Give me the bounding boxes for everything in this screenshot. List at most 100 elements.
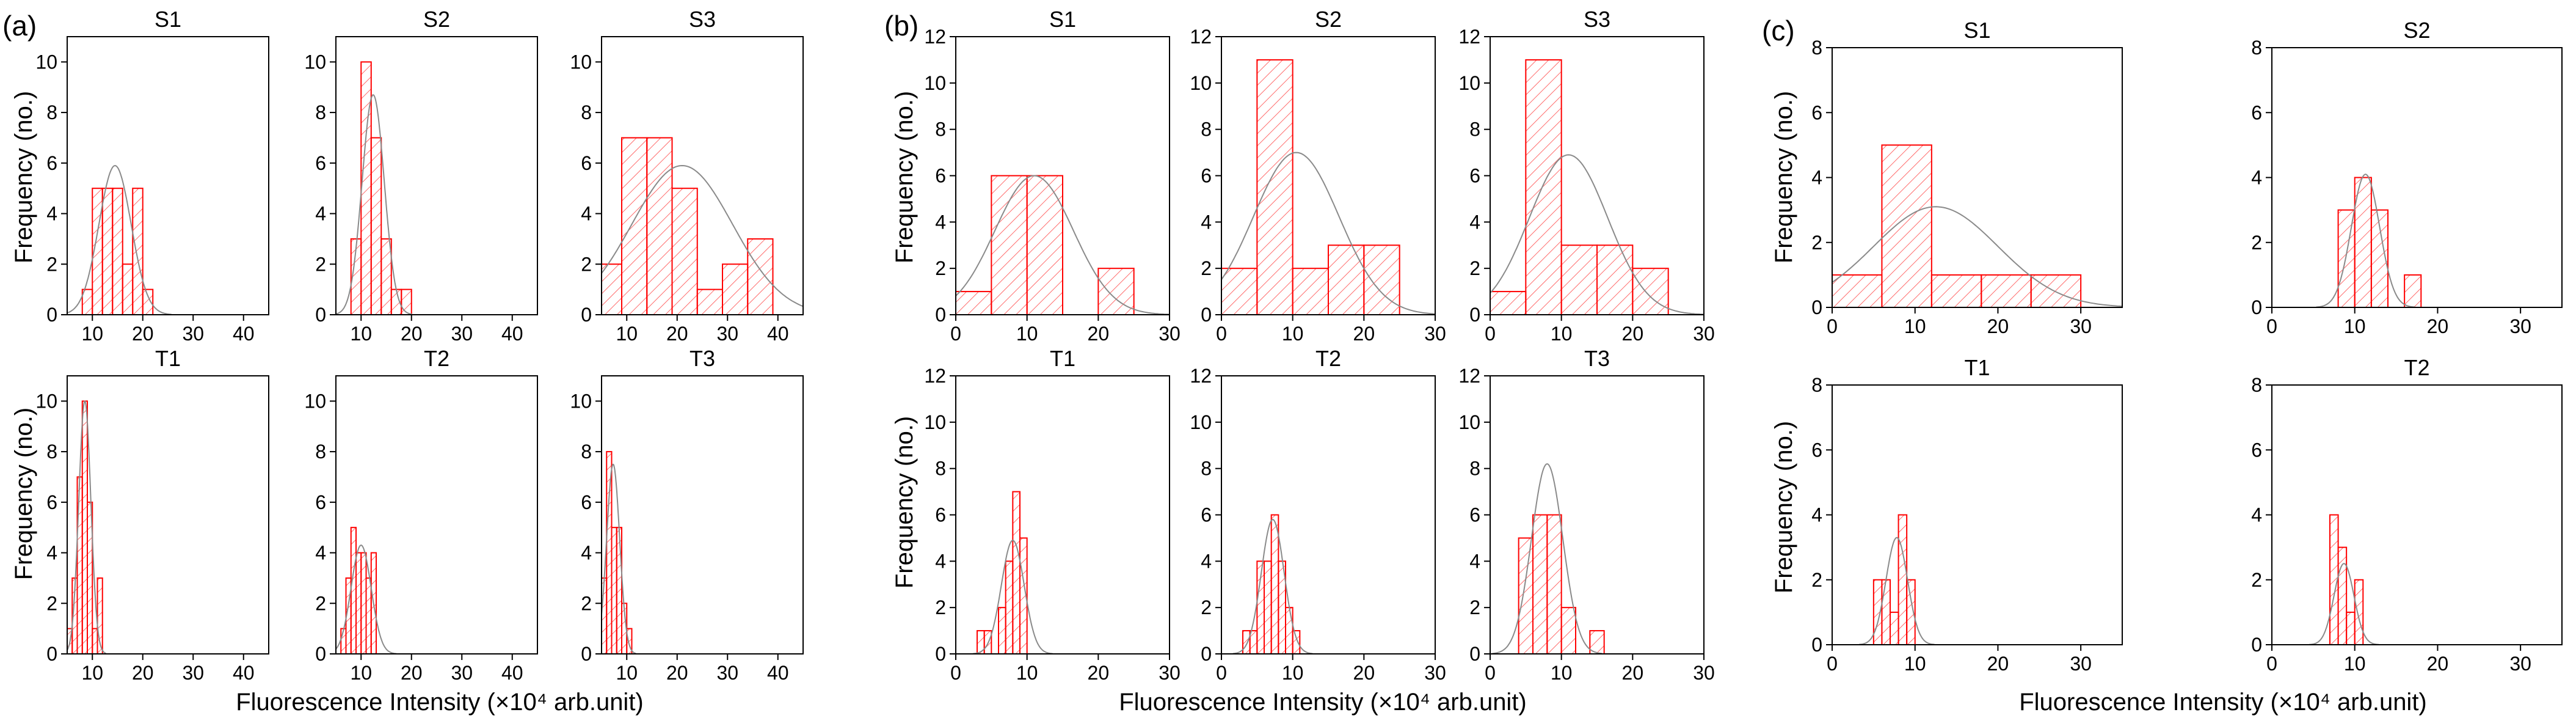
fit-curve-c-s2 [2316, 174, 2415, 308]
bar-b-s3-3 [1596, 244, 1634, 315]
ytick-label-b-s1-0: 0 [935, 304, 946, 326]
bar-a-s1-5 [132, 188, 144, 315]
xtick-label-b-s3-0: 0 [1485, 323, 1496, 345]
xtick-label-b-s3-30: 30 [1693, 323, 1715, 345]
xtick-label-b-s2-30: 30 [1424, 323, 1446, 345]
ytick-label-c-t2-6: 6 [2251, 439, 2262, 461]
xtick-label-b-s3-20: 20 [1622, 323, 1644, 345]
panel-letter-a: (a) [2, 10, 37, 42]
fit-curve-a-s3 [601, 164, 804, 307]
ytick-label-b-s3-10: 10 [1458, 72, 1480, 94]
xtick-label-c-t2-20: 20 [2427, 653, 2449, 675]
xtick-label-a-t1-10: 10 [81, 662, 103, 684]
fit-curve-a-t2 [335, 544, 397, 654]
panel-title-b-s1: S1 [1049, 7, 1076, 32]
bar-a-s3-5 [722, 263, 749, 316]
xtick-label-a-t3-10: 10 [616, 662, 638, 684]
ytick-label-c-s1-8: 8 [1811, 37, 1822, 59]
xtick-label-b-t2-30: 30 [1424, 662, 1446, 684]
ytick-label-c-t1-0: 0 [1811, 634, 1822, 656]
xtick-label-a-s3-10: 10 [616, 323, 638, 345]
bar-b-t2-0 [1242, 630, 1251, 655]
ytick-label-a-s2-4: 4 [315, 203, 326, 225]
ytick-label-c-s2-8: 8 [2251, 37, 2262, 59]
bar-b-t3-2 [1546, 514, 1562, 654]
ytick-label-b-s1-8: 8 [935, 119, 946, 141]
ytick-label-b-t3-6: 6 [1469, 504, 1480, 526]
ytick-label-a-s1-10: 10 [35, 51, 57, 73]
ytick-label-c-s1-6: 6 [1811, 101, 1822, 123]
xtick-label-c-s1-0: 0 [1827, 315, 1838, 337]
ytick-label-b-s3-0: 0 [1469, 304, 1480, 326]
xtick-label-a-s1-30: 30 [182, 323, 204, 345]
ytick-label-a-t2-2: 2 [315, 592, 326, 614]
bar-b-s2-0 [1221, 268, 1258, 315]
fit-curve-c-s1 [1832, 206, 2123, 307]
bar-b-t2-4 [1270, 514, 1279, 654]
ytick-label-c-t1-6: 6 [1811, 439, 1822, 461]
ylabel-b-top: Frequency (no.) [891, 91, 918, 263]
xlabel-b: Fluorescence Intensity (×10⁴ arb.unit) [1119, 689, 1527, 716]
ytick-label-b-s2-10: 10 [1190, 72, 1212, 94]
ytick-label-a-t3-4: 4 [581, 542, 592, 564]
xlabel-a: Fluorescence Intensity (×10⁴ arb.unit) [236, 689, 644, 716]
panel-title-a-t2: T2 [424, 346, 449, 371]
ytick-label-b-s2-12: 12 [1190, 26, 1212, 48]
plot-frame-a-s3 [601, 36, 804, 315]
panel-a-t2: T2 10 20 30 40 0 2 4 6 8 10 [304, 346, 538, 684]
fit-curve-a-t3 [601, 463, 636, 654]
xtick-label-a-s3-30: 30 [716, 323, 738, 345]
bar-b-s2-3 [1328, 244, 1365, 315]
bar-a-s3-3 [671, 188, 698, 315]
ytick-label-a-s3-10: 10 [570, 51, 592, 73]
panel-title-b-t1: T1 [1050, 346, 1075, 371]
ytick-label-b-t1-10: 10 [924, 411, 946, 433]
bar-a-s1-3 [112, 188, 123, 315]
bar-a-s3-4 [696, 288, 723, 315]
xlabel-c: Fluorescence Intensity (×10⁴ arb.unit) [2019, 689, 2427, 716]
ytick-label-a-t3-10: 10 [570, 390, 592, 412]
ytick-label-b-t1-0: 0 [935, 643, 946, 665]
xtick-label-b-s1-10: 10 [1016, 323, 1038, 345]
xtick-label-b-t2-0: 0 [1216, 662, 1227, 684]
panel-b-s3: S3 0 10 20 30 0 2 4 6 8 10 12 [1458, 7, 1714, 345]
xtick-label-c-t2-10: 10 [2344, 653, 2366, 675]
panel-title-a-s1: S1 [155, 7, 181, 32]
fit-curve-b-s2 [1221, 152, 1436, 315]
bar-a-s1-4 [122, 263, 134, 316]
ytick-label-a-t2-6: 6 [315, 491, 326, 513]
xtick-label-a-s3-20: 20 [666, 323, 688, 345]
xtick-label-b-s1-0: 0 [950, 323, 961, 345]
fit-curve-b-t2 [1232, 519, 1313, 654]
ytick-label-c-t1-2: 2 [1811, 569, 1822, 591]
bar-b-s1-1 [991, 175, 1028, 315]
ytick-label-b-t3-0: 0 [1469, 643, 1480, 665]
ytick-label-b-t3-10: 10 [1458, 411, 1480, 433]
panel-title-a-t1: T1 [155, 346, 181, 371]
panel-b-s2: S2 0 10 20 30 0 2 4 6 8 10 12 [1190, 7, 1446, 345]
xtick-label-a-s1-10: 10 [81, 323, 103, 345]
ytick-label-a-s3-8: 8 [581, 101, 592, 123]
ytick-label-b-s3-12: 12 [1458, 26, 1480, 48]
bar-c-t1-1 [1881, 579, 1891, 645]
ytick-label-a-s2-0: 0 [315, 304, 326, 326]
ytick-label-b-s3-4: 4 [1469, 211, 1480, 233]
panel-title-b-t2: T2 [1315, 346, 1341, 371]
ytick-label-a-t1-2: 2 [46, 592, 57, 614]
xtick-label-a-t3-30: 30 [716, 662, 738, 684]
ytick-label-c-t2-8: 8 [2251, 374, 2262, 396]
ytick-label-c-s2-6: 6 [2251, 101, 2262, 123]
ytick-label-a-t3-2: 2 [581, 592, 592, 614]
panel-title-b-s3: S3 [1584, 7, 1610, 32]
ytick-label-a-t1-8: 8 [46, 441, 57, 463]
bar-c-s1-4 [2030, 274, 2082, 308]
fit-curve-b-t1 [972, 540, 1053, 654]
bar-b-t3-1 [1532, 514, 1548, 654]
ytick-label-b-s2-6: 6 [1201, 165, 1212, 187]
bar-b-s1-4 [1097, 268, 1135, 315]
ytick-label-a-t2-8: 8 [315, 441, 326, 463]
ytick-label-c-s2-2: 2 [2251, 232, 2262, 254]
ytick-label-b-t2-12: 12 [1190, 365, 1212, 387]
ytick-label-b-t2-4: 4 [1201, 550, 1212, 572]
